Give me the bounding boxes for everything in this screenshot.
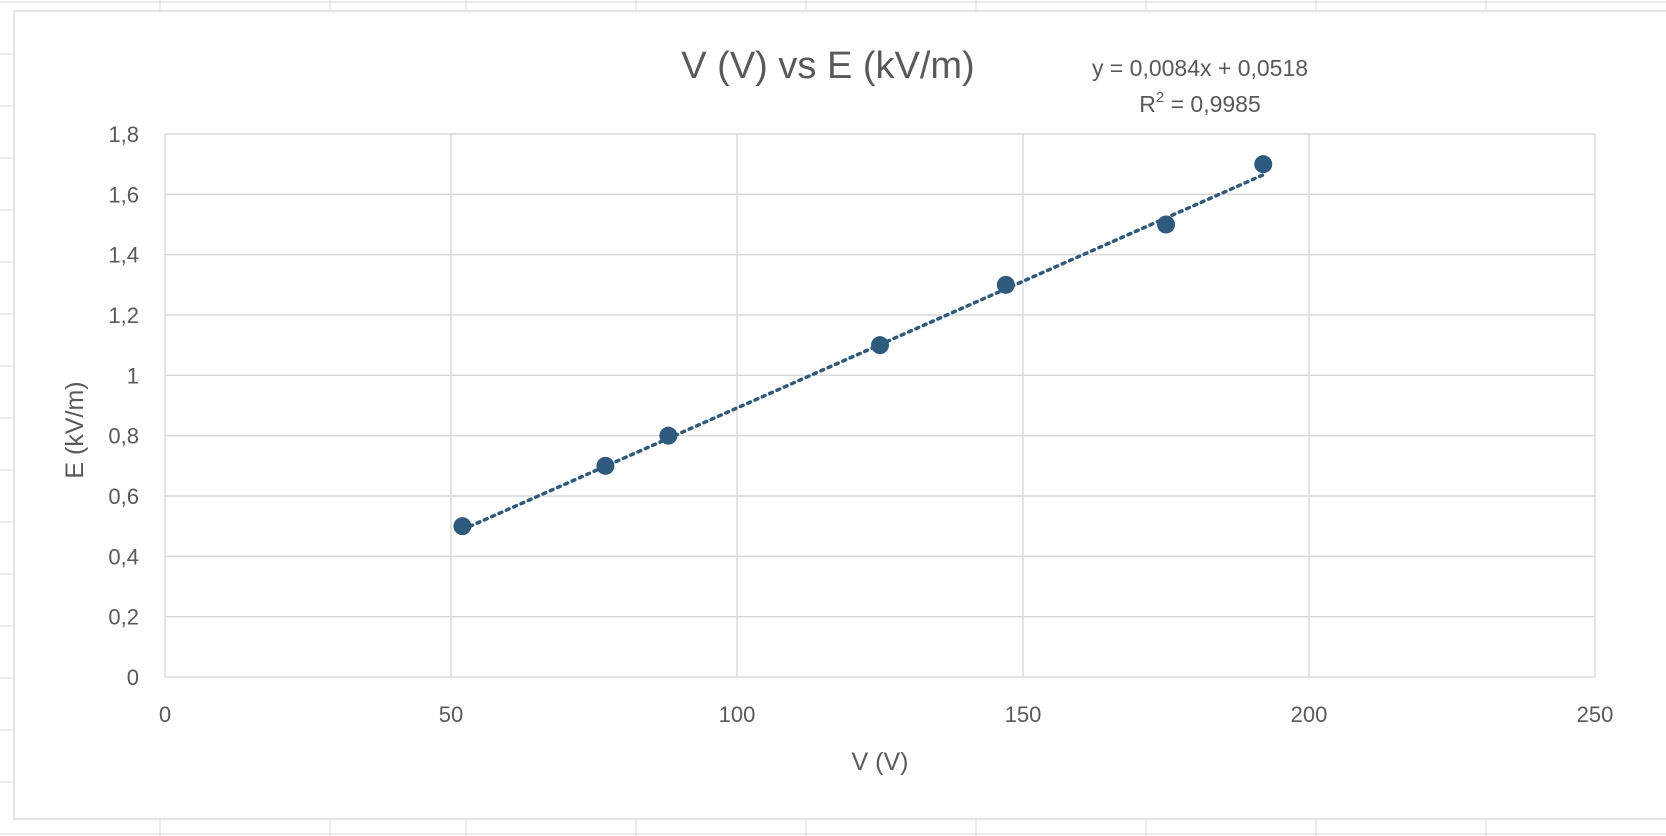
y-axis-tick-labels: 0 0,2 0,4 0,6 0,8 1 1,2 1,4 1,6 1,8 bbox=[108, 122, 139, 690]
y-tick-label: 1,4 bbox=[108, 243, 139, 268]
y-tick-label: 0,4 bbox=[108, 544, 139, 569]
x-tick-label: 150 bbox=[1005, 702, 1042, 727]
y-tick-label: 0,8 bbox=[108, 424, 139, 449]
x-tick-label: 200 bbox=[1291, 702, 1328, 727]
y-tick-label: 1,6 bbox=[108, 182, 139, 207]
r-squared-exponent: 2 bbox=[1156, 89, 1164, 106]
x-axis-title: V (V) bbox=[852, 748, 909, 776]
plot-gridlines bbox=[164, 133, 1596, 678]
data-point[interactable] bbox=[596, 456, 615, 475]
y-axis-title: E (kV/m) bbox=[61, 381, 89, 478]
linear-trendline[interactable] bbox=[460, 173, 1265, 532]
data-point[interactable] bbox=[659, 426, 678, 445]
x-tick-label: 250 bbox=[1577, 702, 1614, 727]
trendline-label[interactable]: y = 0,0084x + 0,0518 R2 = 0,9985 bbox=[1092, 55, 1308, 117]
trendline-r-squared: R2 = 0,9985 bbox=[1139, 89, 1261, 117]
trendline-equation: y = 0,0084x + 0,0518 bbox=[1092, 55, 1308, 81]
data-point[interactable] bbox=[1254, 155, 1273, 174]
r-squared-symbol: R bbox=[1139, 91, 1156, 117]
y-tick-label: 1,2 bbox=[108, 303, 139, 328]
y-tick-label: 0,2 bbox=[108, 605, 139, 630]
data-point[interactable] bbox=[1157, 215, 1175, 234]
r-squared-value: = 0,9985 bbox=[1164, 91, 1261, 117]
x-axis-tick-labels: 0 50 100 150 200 250 bbox=[159, 702, 1613, 727]
x-tick-label: 50 bbox=[439, 702, 463, 727]
data-point[interactable] bbox=[996, 275, 1015, 294]
data-point[interactable] bbox=[453, 517, 472, 536]
data-point[interactable] bbox=[871, 336, 889, 355]
y-tick-label: 1,8 bbox=[108, 122, 139, 147]
y-tick-label: 0,6 bbox=[108, 484, 139, 509]
data-series[interactable] bbox=[453, 155, 1273, 536]
x-tick-label: 0 bbox=[159, 702, 171, 727]
y-tick-label: 0 bbox=[127, 665, 139, 690]
chart-title: V (V) vs E (kV/m) bbox=[681, 45, 974, 87]
chart-frame[interactable] bbox=[13, 10, 1666, 820]
x-tick-label: 100 bbox=[719, 702, 756, 727]
y-tick-label: 1 bbox=[127, 363, 139, 388]
